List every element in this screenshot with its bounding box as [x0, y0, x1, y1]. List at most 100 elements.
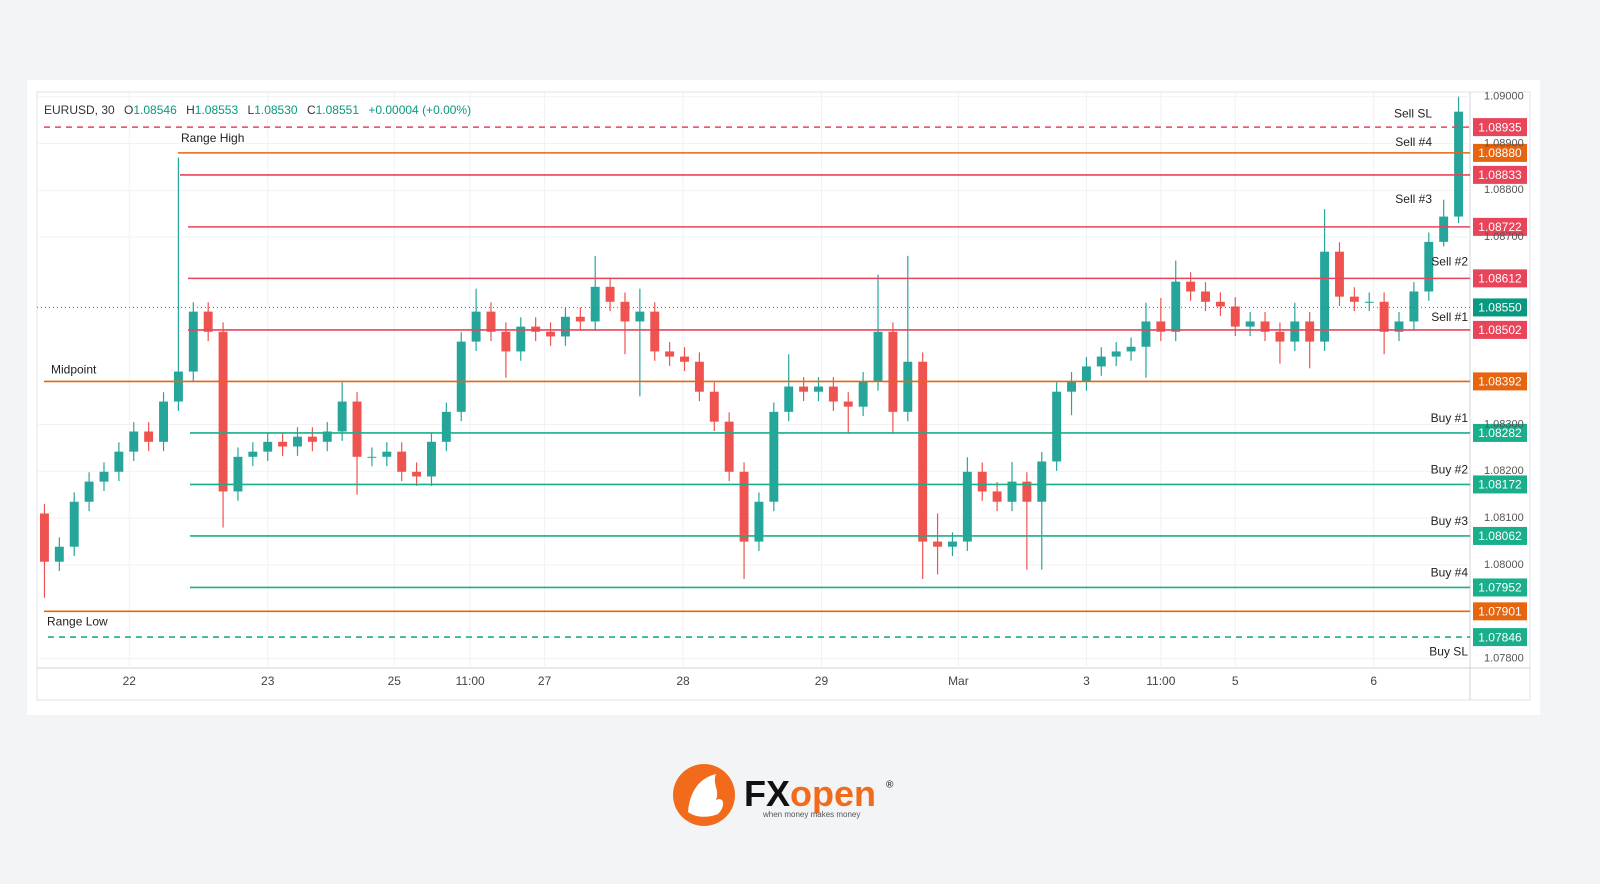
level-label: 1.08172	[1478, 478, 1522, 492]
candle-body	[203, 311, 213, 332]
logo-tagline: when money makes money	[762, 810, 860, 819]
price-label-box	[1473, 298, 1527, 317]
level-label: 1.08392	[1478, 375, 1522, 389]
level-label-box	[1473, 165, 1527, 184]
level-name: Range High	[181, 131, 244, 145]
candle-body	[1067, 381, 1077, 392]
chart-header: EURUSD, 30 O1.08546 H1.08553 L1.08530 C1…	[44, 103, 471, 117]
candle-body	[858, 381, 868, 407]
candle-body	[1305, 321, 1315, 342]
level-label-box	[1473, 118, 1527, 137]
candle-body	[575, 316, 585, 322]
candle-body	[1439, 216, 1449, 242]
candle-body	[650, 311, 660, 352]
candle-body	[486, 311, 496, 332]
chart-card	[27, 80, 1540, 715]
candle-body	[546, 331, 556, 337]
level-name: Buy #3	[1431, 514, 1469, 528]
candle-body	[144, 431, 154, 442]
candle-body	[977, 471, 987, 492]
candle-body	[605, 286, 615, 302]
level-name: Sell #3	[1395, 192, 1432, 206]
candle-body	[188, 311, 198, 372]
level-label-box	[1473, 423, 1527, 442]
candle-body	[1349, 296, 1359, 302]
candle-body	[739, 471, 749, 542]
candle-body	[992, 491, 1002, 502]
candle-body	[799, 386, 809, 392]
level-label-box	[1473, 269, 1527, 288]
candle-body	[1022, 481, 1032, 502]
level-name: Range Low	[47, 615, 108, 629]
level-label: 1.08502	[1478, 323, 1522, 337]
field-value: 1.08553	[195, 103, 239, 117]
field-key: L	[248, 103, 255, 117]
candle-body	[1230, 306, 1240, 327]
level-label: 1.08935	[1478, 120, 1522, 134]
level-label-box	[1473, 320, 1527, 339]
candle-body	[1245, 321, 1255, 327]
candle-body	[129, 431, 139, 452]
y-tick-label: 1.08000	[1484, 559, 1524, 571]
grid	[37, 92, 1470, 668]
field-key: C	[307, 103, 316, 117]
level-label: 1.07901	[1478, 605, 1522, 619]
candle-body	[828, 386, 838, 402]
level-label-box	[1473, 602, 1527, 621]
x-tick-label: 11:00	[456, 674, 485, 688]
candle-body	[99, 471, 109, 482]
x-tick-label: 23	[261, 674, 275, 688]
level-label-box	[1473, 217, 1527, 236]
candle-body	[873, 331, 883, 382]
y-tick-label: 1.07800	[1484, 653, 1524, 665]
x-tick-label: 25	[388, 674, 402, 688]
candle-body	[263, 441, 273, 452]
x-tick-label: 22	[123, 674, 137, 688]
y-tick-label: 1.08900	[1484, 137, 1524, 149]
y-tick-label: 1.08800	[1484, 184, 1524, 196]
level-label-box	[1473, 628, 1527, 647]
level-name: Buy #1	[1431, 411, 1469, 425]
candle-body	[1156, 321, 1166, 332]
candle-body	[1037, 461, 1047, 502]
level-name: Sell #1	[1431, 310, 1468, 324]
candle-body	[665, 351, 675, 357]
level-name: Buy #2	[1431, 463, 1469, 477]
level-label: 1.08722	[1478, 220, 1522, 234]
level-name: Sell #2	[1431, 255, 1468, 269]
level-name: Sell SL	[1394, 106, 1432, 120]
field-value: 1.08546	[133, 103, 177, 117]
level-label: 1.07952	[1478, 581, 1522, 595]
x-tick-label: Mar	[948, 674, 969, 688]
x-tick-label: 6	[1370, 674, 1377, 688]
candle-body	[322, 431, 332, 442]
candle-body	[1454, 111, 1464, 217]
candle-body	[1364, 301, 1374, 303]
x-tick-label: 5	[1232, 674, 1239, 688]
y-tick-label: 1.08700	[1484, 231, 1524, 243]
change: +0.00004 (+0.00%)	[368, 103, 471, 117]
logo: FXopen ® when money makes money	[673, 764, 894, 826]
y-tick-label: 1.08300	[1484, 418, 1524, 430]
candle-body	[635, 311, 645, 322]
candle-body	[903, 361, 913, 412]
level-label-box	[1473, 143, 1527, 162]
x-tick-label: 11:00	[1146, 674, 1175, 688]
candle-body	[724, 421, 734, 472]
level-label: 1.07846	[1478, 630, 1522, 644]
candle-body	[1335, 251, 1344, 297]
level-name: Midpoint	[51, 363, 97, 377]
candle-body	[709, 391, 719, 422]
candle-body	[784, 386, 794, 412]
candle-body	[1186, 281, 1196, 292]
candle-body	[1007, 481, 1017, 502]
level-label: 1.08062	[1478, 529, 1522, 543]
level-label: 1.08282	[1478, 426, 1522, 440]
candle-body	[1394, 321, 1404, 332]
level-label-box	[1473, 578, 1527, 597]
logo-mark: ®	[886, 780, 894, 791]
candle-body	[114, 451, 124, 472]
field-value: 1.08530	[254, 103, 298, 117]
candle-body	[918, 361, 928, 542]
